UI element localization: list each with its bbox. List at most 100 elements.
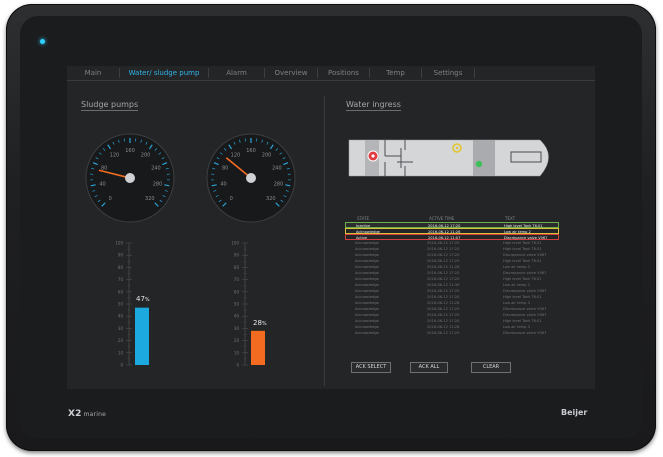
ok-sensor-icon [475,160,483,168]
alarm-row[interactable]: Acknowledge 2016-06-12 17:20 Discrepance v… [345,330,559,336]
alarm-row[interactable]: Inactive 2016-06-12 17:20 High level Tank … [345,222,559,228]
alarm-row[interactable]: Acknowledge 2016-06-12 17:20 High level Ta… [345,294,559,300]
alarm-row[interactable]: Acknowledge 2016-06-12 17:20 High level Ta… [345,240,559,246]
alarm-text: Low air temp 3 [503,325,530,329]
alarm-row[interactable]: Acknowledge 2016-06-12 17:20 Discrepance v… [345,312,559,318]
alarm-row[interactable]: Acknowledge 2016-06-12 17:20 High level Ta… [345,258,559,264]
gauge-tick [261,139,263,143]
alarm-text: High level Tank T6.01 [503,319,542,323]
alarm-row[interactable]: Acknowledge 2016-06-12 11:26 Low air temp … [345,264,559,270]
alarm-text: Discrepance valve V067 [503,331,547,335]
gauge-tick [219,152,223,155]
alarm-row[interactable]: Acknowledge 2016-06-12 11:26 Low air temp … [345,324,559,330]
bar-scale-label: 0 [236,363,239,368]
gauge-tick-label: 280 [274,181,284,187]
bar-scale-label: 90 [234,253,240,258]
bar-scale-label: 30 [234,326,240,331]
gauge-tick-label: 280 [153,181,163,187]
alarm-state: Acknowledge [355,247,379,251]
bar-scale-label: 50 [234,302,240,307]
alarm-time: 2016-06-12 11:26 [427,265,460,269]
tab-water-sludge-pump[interactable]: Water/ sludge pump [128,69,200,77]
clear-button[interactable]: CLEAR [471,362,511,373]
gauge-tick [158,152,162,155]
alarm-state: Acknowledge [355,241,379,245]
alarm-state: Acknowledge [355,253,379,257]
alarm-state: Acknowledge [355,307,379,311]
gauge-tick [285,190,289,192]
alarm-text: High level Tank T6.01 [503,259,542,263]
gauge-tick [282,157,286,160]
gauge-tick [92,162,98,166]
bar-scale-label: 60 [234,289,240,294]
gauge-tick-label: 120 [231,153,241,159]
gauge-needle [225,157,252,179]
gauge-tick-label: 240 [272,165,282,171]
alarm-row[interactable]: Acknowledge 2016-06-12 11:26 Low air temp … [345,300,559,306]
gauge-tick [218,199,222,203]
gauge-tick [101,202,106,207]
alarm-text: High level Tank T6.01 [504,224,543,228]
alarm-time: 2016-06-12 17:20 [427,289,460,293]
gauge-tick [97,199,101,203]
tab-main[interactable]: Main [84,69,102,77]
level-bar-2-number: 28 [253,319,262,327]
gauge-tick [148,144,153,150]
gauge-tick [162,195,166,198]
alarm-row[interactable]: Acknowledge 2016-06-12 17:20 High level Ta… [345,318,559,324]
alarm-time: 2016-06-12 11:26 [428,230,461,234]
gauge-tick-label: 120 [110,153,120,159]
bar-scale-label: 80 [234,265,240,270]
gauge-tick [222,202,227,207]
alarm-state: Acknowledge [355,331,379,335]
alarm-row[interactable]: Acknowledge 2016-06-12 17:20 High level Ta… [345,276,559,282]
tab-positions[interactable]: Positions [328,69,359,77]
alarm-text: Low air temp 3 [503,265,530,269]
ack-all-button[interactable]: ACK ALL [410,362,448,373]
tab-overview[interactable]: Overview [274,69,308,77]
gauge-tick [212,167,216,170]
gauge-tick [215,195,219,198]
gauge-tick [145,141,148,145]
level-bar-1-number: 47 [136,295,145,303]
bar-scale-label: 70 [234,277,240,282]
alarm-state: Acknowledge [355,277,379,281]
bar-fill [135,307,149,365]
tab-temp[interactable]: Temp [386,69,405,77]
gauge-tick [164,190,168,192]
tab-separator [317,68,318,78]
gauge-needle [98,169,131,179]
alarm-row[interactable]: Acknowledge 2016-06-12 11:26 Low air temp … [345,228,559,234]
gauge-tick-label: 240 [151,165,161,171]
tab-settings[interactable]: Settings [433,69,463,77]
ack-select-button[interactable]: ACK SELECT [351,362,391,373]
bar-fill [251,330,265,365]
gauge-tick-label: 0 [109,196,112,202]
alarm-row[interactable]: Active 2016-06-12 11:07 Discrepance valve … [345,234,559,240]
gauge-tick [102,148,106,151]
tab-bar: Main Water/ sludge pump Alarm Overview P… [67,66,595,81]
gauge-tick-label: 200 [141,153,151,159]
alarm-row[interactable]: Acknowledge 2016-06-12 17:20 Discrepance v… [345,288,559,294]
alarm-table-header: STATE ACTIVE TIME TEXT [345,214,559,222]
gauge-tick [162,162,168,166]
gauge-tick [213,162,219,166]
alarm-row[interactable]: Acknowledge 2016-06-12 17:20 Discrepance v… [345,252,559,258]
bar-scale-label: 50 [118,302,124,307]
gauge-tick-label: 80 [101,165,107,171]
alarm-row[interactable]: Acknowledge 2016-06-12 17:20 Discrepance v… [345,306,559,312]
gauge-hub [246,173,256,183]
gauge-tick [266,141,269,145]
alarm-state: Acknowledge [355,271,379,275]
gauge-tick [283,195,287,198]
alarm-row[interactable]: Acknowledge 2016-06-12 17:20 High level Ta… [345,246,559,252]
alarm-text: Discrepance valve V067 [504,236,548,240]
alarm-row[interactable]: Acknowledge 2016-06-12 11:39 Low air temp … [345,282,559,288]
tab-alarm[interactable]: Alarm [226,69,247,77]
gauge-tick [269,144,274,150]
alarm-row[interactable]: Acknowledge 2016-06-12 17:20 Discrepance v… [345,270,559,276]
col-text: TEXT [505,216,516,221]
gauge-tick [154,202,159,207]
